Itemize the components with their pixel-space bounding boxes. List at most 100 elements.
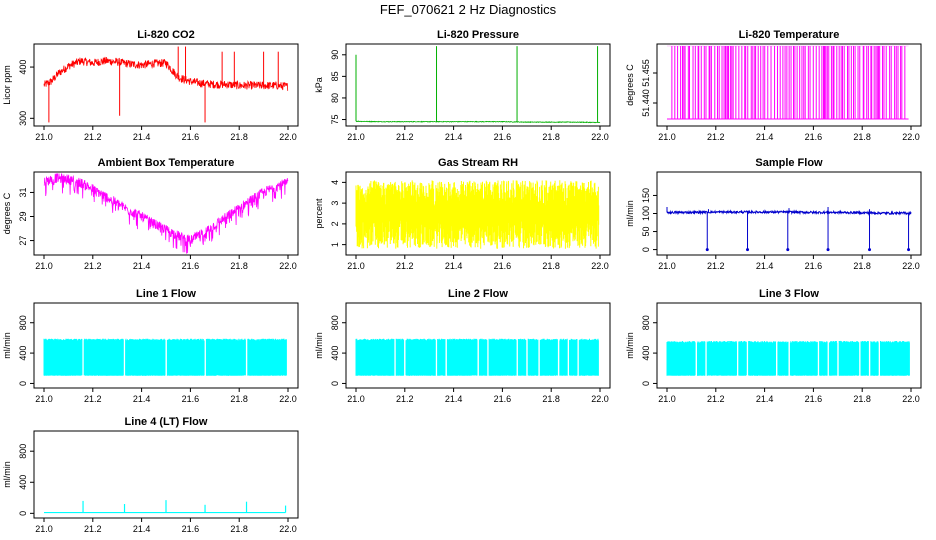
y-axis-label: ml/min — [2, 332, 12, 359]
chart-data-marks — [355, 180, 600, 249]
x-tick-label: 21.4 — [756, 394, 774, 404]
data-band — [355, 180, 600, 249]
plot-frame — [656, 302, 922, 389]
plot-frame — [345, 302, 611, 389]
chart-title: Line 1 Flow — [136, 288, 196, 300]
y-tick-label: 800 — [330, 315, 340, 330]
y-tick-label: 400 — [641, 346, 651, 361]
chart-data-marks — [666, 207, 912, 252]
x-tick-label: 22.0 — [902, 132, 920, 142]
y-tick-label: 800 — [18, 315, 28, 330]
x-tick-label: 21.4 — [445, 132, 463, 142]
y-tick-label: 27 — [18, 236, 28, 246]
x-tick-label: 21.8 — [542, 261, 560, 271]
x-tick-label: 21.0 — [658, 132, 676, 142]
y-tick-label: 0 — [18, 381, 28, 386]
y-axis-label: Licor ppm — [2, 65, 12, 105]
x-tick-label: 21.6 — [805, 261, 823, 271]
chart-title: Li-820 CO2 — [137, 29, 194, 41]
y-tick-label: 800 — [641, 315, 651, 330]
y-tick-label: 0 — [641, 381, 651, 386]
chart-data-marks — [43, 46, 289, 123]
y-tick-label: 90 — [330, 50, 340, 60]
x-tick-label: 21.4 — [133, 394, 151, 404]
y-tick-label: 800 — [18, 444, 28, 459]
x-tick-label: 21.6 — [494, 261, 512, 271]
chart-panel-1: Li-820 CO2 Licor ppm 21.0 21.2 21.4 21.6 21.8 2… — [2, 29, 299, 142]
data-band — [666, 340, 910, 376]
y-axis-label: ml/min — [314, 332, 324, 359]
y-axis-label: ml/min — [625, 200, 635, 227]
x-tick-label: 21.0 — [658, 261, 676, 271]
x-tick-label: 21.4 — [756, 132, 774, 142]
x-tick-label: 21.8 — [853, 261, 871, 271]
x-tick-label: 21.6 — [182, 261, 200, 271]
chart-title: Li-820 Pressure — [437, 29, 519, 41]
x-tick-label: 21.8 — [853, 394, 871, 404]
y-tick-label: 400 — [18, 475, 28, 490]
chart-title: Sample Flow — [755, 157, 823, 169]
chart-panel-3: Li-820 Temperature degrees C 21.0 21.2 21.4 2… — [625, 29, 922, 142]
data-band — [355, 338, 599, 376]
x-tick-label: 21.0 — [35, 524, 53, 534]
x-tick-label: 22.0 — [902, 261, 920, 271]
x-tick-label: 22.0 — [279, 132, 297, 142]
y-axis-label: percent — [314, 198, 324, 229]
x-tick-label: 22.0 — [279, 394, 297, 404]
x-tick-label: 22.0 — [902, 394, 920, 404]
x-tick-label: 21.2 — [84, 261, 102, 271]
chart-panel-7: Line 1 Flow ml/min 21.0 21.2 21.4 21.6 21.8 22.… — [2, 288, 299, 404]
chart-data-marks — [44, 500, 287, 514]
chart-title: Line 3 Flow — [759, 288, 819, 300]
x-tick-label: 21.6 — [805, 132, 823, 142]
chart-data-marks — [43, 338, 287, 376]
x-tick-label: 21.2 — [396, 394, 414, 404]
y-tick-label: 400 — [18, 346, 28, 361]
y-axis-label: ml/min — [625, 332, 635, 359]
x-tick-label: 21.0 — [35, 261, 53, 271]
y-tick-label: 0 — [641, 247, 651, 252]
x-tick-label: 21.6 — [494, 394, 512, 404]
plot-frame — [345, 171, 611, 256]
y-tick-label: 29 — [18, 211, 28, 221]
x-tick-label: 21.6 — [182, 524, 200, 534]
x-tick-label: 21.2 — [707, 394, 725, 404]
x-tick-label: 21.4 — [445, 261, 463, 271]
x-tick-label: 21.0 — [347, 132, 365, 142]
x-tick-label: 22.0 — [279, 261, 297, 271]
x-tick-label: 21.6 — [805, 394, 823, 404]
y-tick-label: 0 — [18, 511, 28, 516]
data-series-line — [43, 173, 289, 254]
chart-panel-2: Li-820 Pressure kPa 21.0 21.2 21.4 21.6 21.8 22… — [314, 29, 611, 142]
x-tick-label: 21.8 — [230, 394, 248, 404]
chart-data-marks — [667, 45, 909, 120]
y-tick-label: 4 — [330, 180, 340, 185]
x-tick-label: 21.8 — [853, 132, 871, 142]
x-tick-label: 21.6 — [182, 132, 200, 142]
x-tick-label: 21.2 — [396, 132, 414, 142]
chart-panel-8: Line 2 Flow ml/min 21.0 21.2 21.4 21.6 21.8 22.… — [314, 288, 611, 404]
x-tick-label: 21.2 — [707, 261, 725, 271]
chart-data-marks — [666, 340, 910, 376]
chart-panel-9: Line 3 Flow ml/min 21.0 21.2 21.4 21.6 21.8 22.… — [625, 288, 922, 404]
x-tick-label: 21.4 — [133, 524, 151, 534]
y-tick-label: 400 — [330, 346, 340, 361]
chart-title: Line 2 Flow — [448, 288, 508, 300]
y-tick-label: 31 — [18, 187, 28, 197]
data-band — [43, 338, 287, 376]
x-tick-label: 21.8 — [542, 394, 560, 404]
data-point — [786, 248, 790, 252]
x-tick-label: 21.0 — [658, 394, 676, 404]
x-tick-label: 21.4 — [756, 261, 774, 271]
chart-panel-5: Gas Stream RH percent 21.0 21.2 21.4 21.6 21.8… — [314, 157, 611, 271]
x-tick-label: 21.8 — [230, 261, 248, 271]
x-tick-label: 22.0 — [279, 524, 297, 534]
y-axis-label: ml/min — [2, 461, 12, 488]
y-tick-label: 85 — [330, 71, 340, 81]
chart-title: Line 4 (LT) Flow — [125, 416, 208, 428]
chart-panel-4: Ambient Box Temperature degrees C 21.0 21.2… — [2, 157, 299, 271]
plot-frame — [33, 430, 299, 519]
plot-frame — [33, 43, 299, 127]
y-axis-label: degrees C — [625, 64, 635, 106]
